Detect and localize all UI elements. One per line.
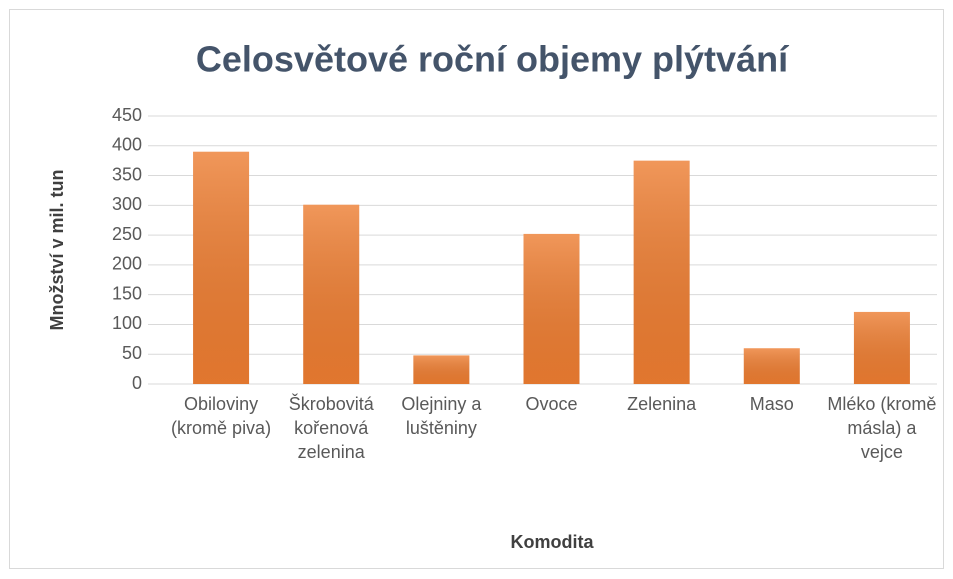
chart-border — [9, 9, 944, 569]
x-tick-label: Olejniny a luštěniny — [401, 394, 482, 438]
x-axis-label: Komodita — [511, 532, 595, 552]
x-tick-label-box: Olejniny a luštěniny — [401, 394, 482, 438]
bar-shade — [633, 160, 690, 384]
chart-title: Celosvětové roční objemy plýtvání — [196, 39, 789, 80]
y-tick-label: 250 — [112, 224, 142, 244]
x-tick-label: Obiloviny (kromě piva) — [171, 394, 272, 438]
y-tick-label: 0 — [132, 373, 142, 393]
bar-group — [413, 355, 470, 384]
y-axis-label: Množství v mil. tun — [47, 169, 67, 330]
y-tick-label: 300 — [112, 194, 142, 214]
bar-group — [303, 204, 360, 384]
bar-shade — [193, 151, 250, 384]
bar-shade — [853, 311, 910, 384]
x-tick-label: Maso — [749, 394, 794, 414]
bar-shade — [303, 204, 360, 384]
x-tick-label: Mléko (kromě másla) a vejce — [827, 394, 937, 462]
x-tick-label: Ovoce — [525, 394, 578, 414]
y-tick-label: 100 — [112, 313, 142, 333]
y-tick-label: 200 — [112, 254, 142, 274]
x-tick-label: Zelenina — [627, 394, 697, 414]
bar-shade — [413, 355, 470, 384]
y-tick-label: 450 — [112, 105, 142, 125]
bar-shade — [523, 233, 580, 384]
bar-group — [853, 311, 910, 384]
y-tick-label: 150 — [112, 283, 142, 303]
bar-group — [633, 160, 690, 384]
x-tick-label-box: Obiloviny (kromě piva) — [171, 394, 272, 438]
x-tick-label-box: Mléko (kromě másla) a vejce — [827, 394, 937, 462]
bar-group — [743, 348, 800, 384]
x-tick-label-box: Škrobovitá kořenová zelenina — [288, 394, 374, 462]
y-tick-label: 350 — [112, 164, 142, 184]
x-tick-label-box: Zelenina — [627, 394, 697, 414]
y-tick-label: 400 — [112, 135, 142, 155]
x-tick-label-box: Maso — [749, 394, 794, 414]
x-tick-label-box: Ovoce — [525, 394, 578, 414]
x-tick-label: Škrobovitá kořenová zelenina — [288, 394, 374, 462]
bar-group — [193, 151, 250, 384]
bar-group — [523, 233, 580, 384]
y-tick-label: 50 — [122, 343, 142, 363]
bar-shade — [743, 348, 800, 384]
